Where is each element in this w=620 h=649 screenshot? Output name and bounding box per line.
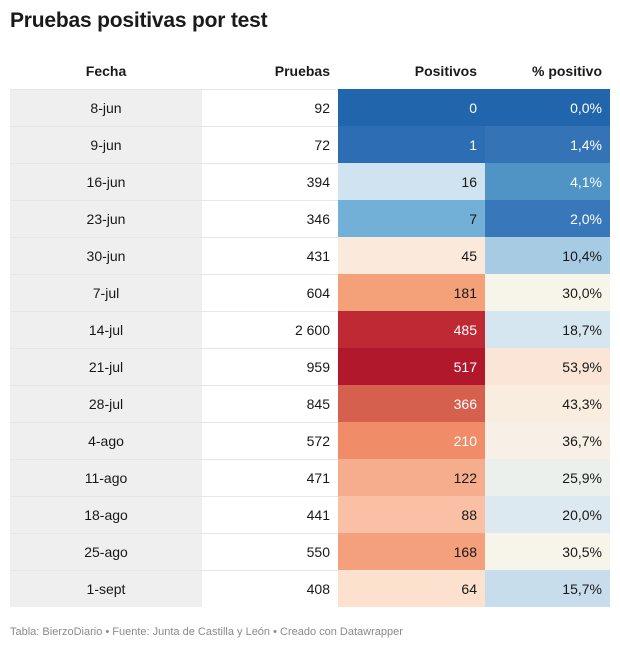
table-row: 7-jul 604 181 30,0%	[10, 273, 610, 311]
column-header-pruebas[interactable]: Pruebas	[274, 63, 330, 80]
cell-fecha: 30-jun	[10, 236, 202, 274]
cell-fecha: 9-jun	[10, 125, 202, 163]
table-row: 21-jul 959 517 53,9%	[10, 347, 610, 385]
table-row: 4-ago 572 210 36,7%	[10, 421, 610, 459]
cell-pct-positivo: 20,0%	[485, 495, 610, 533]
column-header-pct-positivo[interactable]: % positivo	[531, 63, 602, 80]
cell-pruebas: 604	[202, 273, 338, 311]
cell-pruebas: 346	[202, 199, 338, 237]
table-row: 28-jul 845 366 43,3%	[10, 384, 610, 422]
cell-pct-positivo: 1,4%	[485, 125, 610, 163]
table-row: 18-ago 441 88 20,0%	[10, 495, 610, 533]
cell-positivos: 168	[338, 532, 485, 570]
cell-fecha: 25-ago	[10, 532, 202, 570]
column-header-positivos[interactable]: Positivos	[414, 63, 477, 80]
cell-pruebas: 394	[202, 162, 338, 200]
column-header-fecha[interactable]: Fecha	[85, 63, 127, 80]
cell-fecha: 21-jul	[10, 347, 202, 385]
cell-pct-positivo: 2,0%	[485, 199, 610, 237]
cell-positivos: 64	[338, 569, 485, 607]
cell-pruebas: 441	[202, 495, 338, 533]
cell-fecha: 4-ago	[10, 421, 202, 459]
cell-positivos: 485	[338, 310, 485, 348]
cell-pruebas: 471	[202, 458, 338, 496]
cell-pct-positivo: 0,0%	[485, 88, 610, 126]
header-row: Fecha Pruebas Positivos % positivo	[10, 54, 610, 89]
table-row: 23-jun 346 7 2,0%	[10, 199, 610, 237]
cell-positivos: 1	[338, 125, 485, 163]
cell-positivos: 7	[338, 199, 485, 237]
cell-pct-positivo: 36,7%	[485, 421, 610, 459]
chart-title: Pruebas positivas por test	[10, 9, 268, 32]
cell-pruebas: 845	[202, 384, 338, 422]
cell-fecha: 18-ago	[10, 495, 202, 533]
footer-credits: Tabla: BierzoDiario • Fuente: Junta de C…	[10, 626, 403, 638]
table-row: 16-jun 394 16 4,1%	[10, 162, 610, 200]
cell-pruebas: 959	[202, 347, 338, 385]
cell-positivos: 517	[338, 347, 485, 385]
cell-pct-positivo: 30,0%	[485, 273, 610, 311]
table-row: 1-sept 408 64 15,7%	[10, 569, 610, 607]
table-row: 30-jun 431 45 10,4%	[10, 236, 610, 274]
table-row: 9-jun 72 1 1,4%	[10, 125, 610, 163]
cell-pruebas: 72	[202, 125, 338, 163]
cell-positivos: 210	[338, 421, 485, 459]
cell-fecha: 28-jul	[10, 384, 202, 422]
cell-fecha: 8-jun	[10, 88, 202, 126]
cell-pct-positivo: 30,5%	[485, 532, 610, 570]
cell-positivos: 122	[338, 458, 485, 496]
cell-positivos: 0	[338, 88, 485, 126]
cell-pct-positivo: 15,7%	[485, 569, 610, 607]
cell-pruebas: 408	[202, 569, 338, 607]
cell-fecha: 7-jul	[10, 273, 202, 311]
cell-fecha: 1-sept	[10, 569, 202, 607]
cell-pct-positivo: 4,1%	[485, 162, 610, 200]
table-body: 8-jun 92 0 0,0% 9-jun 72 1 1,4% 16-jun 394 16 4,1% 2…	[10, 88, 610, 607]
cell-positivos: 16	[338, 162, 485, 200]
cell-pct-positivo: 25,9%	[485, 458, 610, 496]
cell-pct-positivo: 43,3%	[485, 384, 610, 422]
cell-fecha: 11-ago	[10, 458, 202, 496]
cell-fecha: 16-jun	[10, 162, 202, 200]
table-row: 8-jun 92 0 0,0%	[10, 88, 610, 126]
table-row: 14-jul 2 600 485 18,7%	[10, 310, 610, 348]
cell-fecha: 23-jun	[10, 199, 202, 237]
cell-pruebas: 2 600	[202, 310, 338, 348]
cell-fecha: 14-jul	[10, 310, 202, 348]
data-table: Fecha Pruebas Positivos % positivo 8-jun…	[10, 54, 610, 607]
table-row: 11-ago 471 122 25,9%	[10, 458, 610, 496]
cell-pruebas: 572	[202, 421, 338, 459]
cell-positivos: 181	[338, 273, 485, 311]
cell-pruebas: 431	[202, 236, 338, 274]
cell-positivos: 45	[338, 236, 485, 274]
cell-pct-positivo: 53,9%	[485, 347, 610, 385]
table-row: 25-ago 550 168 30,5%	[10, 532, 610, 570]
cell-positivos: 88	[338, 495, 485, 533]
cell-pruebas: 550	[202, 532, 338, 570]
cell-pct-positivo: 18,7%	[485, 310, 610, 348]
cell-positivos: 366	[338, 384, 485, 422]
cell-pruebas: 92	[202, 88, 338, 126]
cell-pct-positivo: 10,4%	[485, 236, 610, 274]
